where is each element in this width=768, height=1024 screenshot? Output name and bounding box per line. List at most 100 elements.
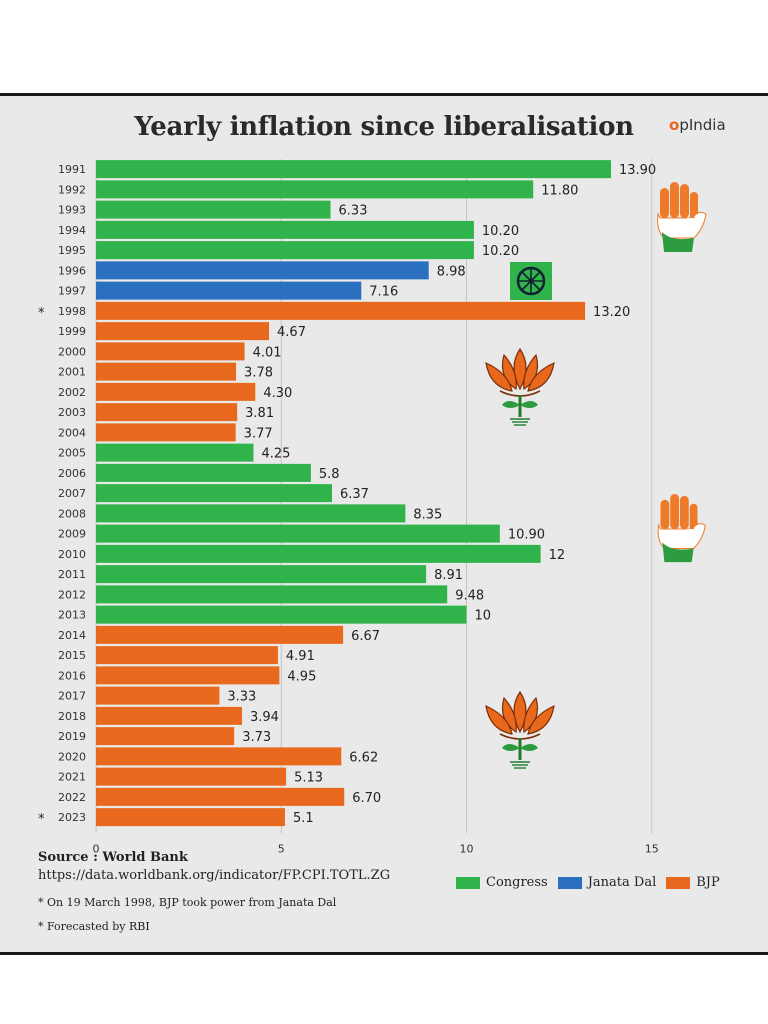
- data-label: 3.33: [227, 690, 256, 705]
- bar: [96, 706, 242, 725]
- hand-icon: [657, 493, 706, 563]
- bar: [96, 605, 467, 624]
- legend-swatch-congress: [456, 876, 480, 889]
- y-tick-label: 2023: [58, 811, 86, 824]
- legend-label-congress: Congress: [486, 875, 548, 890]
- y-tick-label: 2008: [58, 507, 86, 520]
- y-tick-label: 2003: [58, 406, 86, 419]
- y-tick-label: 2022: [58, 791, 86, 804]
- y-tick-label: 2020: [58, 750, 86, 763]
- data-label: 4.91: [286, 649, 315, 664]
- bar: [96, 524, 500, 543]
- bar: [96, 463, 311, 482]
- y-tick-label: 1992: [58, 183, 86, 196]
- y-tick-label: 2012: [58, 588, 86, 601]
- y-tick-label: 2016: [58, 669, 86, 682]
- legend-item-bjp: BJP: [666, 875, 720, 890]
- bar: [96, 565, 427, 584]
- data-label: 4.25: [261, 447, 290, 462]
- bar: [96, 220, 474, 239]
- data-label: 8.91: [434, 568, 463, 583]
- bar: [96, 241, 474, 260]
- x-tick-label: 0: [93, 842, 100, 855]
- footnote-forecast: * Forecasted by RBI: [38, 920, 150, 933]
- bar-chart: 0 5 10 15 13.90 1991 11.80 1992 6.33 1993 10.20 199…: [38, 159, 659, 855]
- source-label: Source : World Bank: [38, 850, 188, 865]
- legend-label-bjp: BJP: [696, 875, 720, 890]
- bar: [96, 322, 270, 341]
- y-tick-label: 1995: [58, 244, 86, 257]
- bar: [96, 301, 586, 320]
- data-label: 4.30: [263, 386, 292, 401]
- y-tick-label: 2018: [58, 710, 86, 723]
- data-label: 6.33: [339, 204, 368, 219]
- data-label: 6.37: [340, 487, 369, 502]
- bar: [96, 787, 345, 806]
- data-label: 13.20: [593, 305, 630, 320]
- asterisk-mark: *: [38, 306, 45, 321]
- y-tick-label: 2004: [58, 426, 86, 439]
- bar: [96, 423, 236, 442]
- wheel-icon: [510, 262, 552, 300]
- bar: [96, 403, 238, 422]
- y-tick-label: 2013: [58, 609, 86, 622]
- bar: [96, 200, 331, 219]
- data-label: 12: [549, 548, 566, 563]
- y-tick-label: 1999: [58, 325, 86, 338]
- data-label: 5.1: [293, 811, 314, 826]
- y-tick-label: 2011: [58, 568, 86, 581]
- bar: [96, 281, 362, 300]
- data-label: 5.8: [319, 467, 340, 482]
- y-tick-label: 2010: [58, 548, 86, 561]
- bar: [96, 808, 285, 827]
- bar: [96, 727, 235, 746]
- lotus-icon: [485, 690, 555, 769]
- y-tick-label: 2014: [58, 629, 86, 642]
- data-label: 4.01: [253, 345, 282, 360]
- hand-icon: [657, 182, 707, 252]
- y-tick-label: 2002: [58, 386, 86, 399]
- y-tick-label: 1998: [58, 305, 86, 318]
- x-tick-label: 15: [645, 842, 659, 855]
- bar: [96, 625, 344, 644]
- brand-logo-text: pIndia: [679, 116, 726, 134]
- bar: [96, 686, 220, 705]
- y-tick-label: 1996: [58, 264, 86, 277]
- y-tick-label: 1991: [58, 163, 86, 176]
- bar: [96, 585, 448, 604]
- data-label: 3.77: [244, 426, 273, 441]
- bar: [96, 160, 611, 179]
- bar: [96, 504, 406, 523]
- bar: [96, 484, 333, 503]
- y-tick-label: 1993: [58, 204, 86, 217]
- data-label: 10.20: [482, 244, 519, 259]
- x-tick-label: 10: [460, 842, 474, 855]
- bar: [96, 747, 342, 766]
- legend-swatch-janata-dal: [557, 876, 582, 889]
- data-label: 5.13: [294, 771, 323, 786]
- data-label: 3.78: [244, 366, 273, 381]
- y-tick-label: 1994: [58, 224, 86, 237]
- chart-title: Yearly inflation since liberalisation: [134, 112, 634, 142]
- data-label: 10.90: [508, 528, 545, 543]
- data-label: 8.35: [413, 507, 442, 522]
- data-label: 8.98: [437, 264, 466, 279]
- legend-item-janata-dal: Janata Dal: [557, 875, 656, 890]
- data-label: 6.70: [352, 791, 381, 806]
- legend-swatch-bjp: [666, 876, 691, 889]
- bar: [96, 180, 534, 199]
- data-label: 3.73: [242, 730, 271, 745]
- y-tick-label: 2015: [58, 649, 86, 662]
- brand-logo: opIndia: [669, 116, 726, 134]
- data-label: 10: [475, 609, 492, 624]
- data-label: 3.94: [250, 710, 279, 725]
- source-url: https://data.worldbank.org/indicator/FP.…: [38, 868, 391, 883]
- data-label: 6.62: [349, 750, 378, 765]
- data-label: 6.67: [351, 629, 380, 644]
- y-tick-label: 2009: [58, 528, 86, 541]
- brand-logo-mark: o: [669, 116, 680, 134]
- bar: [96, 666, 280, 685]
- data-label: 4.95: [287, 669, 316, 684]
- bar: [96, 362, 237, 381]
- y-tick-label: 2019: [58, 730, 86, 743]
